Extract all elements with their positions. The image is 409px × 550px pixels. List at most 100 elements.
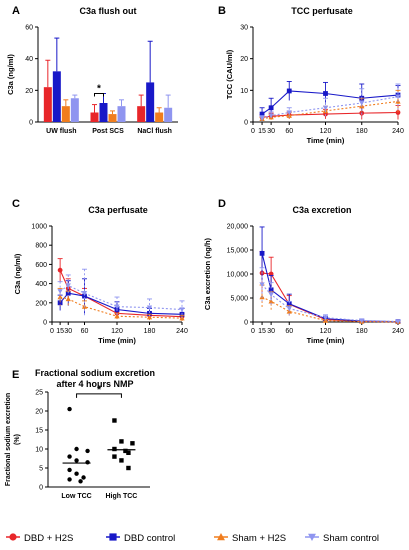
panel-letter: C	[12, 198, 20, 210]
legend-label: Sham + H2S	[232, 533, 286, 544]
data-point	[323, 91, 328, 96]
legend: DBD + H2S DBD control Sham + H2S Sham contr…	[6, 533, 379, 544]
data-point	[259, 111, 265, 117]
x-category-label: NaCl flush	[137, 128, 172, 135]
data-point	[268, 292, 274, 298]
series-sham-control	[259, 267, 401, 325]
series-dbd-h2s	[259, 250, 401, 325]
data-point	[395, 110, 401, 115]
bar	[146, 82, 155, 122]
x-category-label: Low TCC	[61, 493, 91, 500]
y-tick-label: 25	[35, 390, 43, 397]
series-dbd-control	[259, 81, 401, 121]
series-dbd-control	[259, 226, 401, 325]
x-axis-label: Time (min)	[98, 336, 136, 345]
data-point	[57, 267, 63, 273]
chart-title-line-2: after 4 hours NMP	[56, 379, 133, 389]
y-tick-label: 20	[35, 409, 43, 416]
data-point	[359, 318, 365, 324]
x-tick-label: 0	[50, 328, 54, 335]
bar	[61, 106, 70, 122]
y-tick-label: 0	[29, 120, 33, 127]
x-axis-label: Time (min)	[307, 336, 345, 345]
y-tick-label: 5	[39, 466, 43, 473]
bar	[52, 71, 61, 122]
y-tick-label: 800	[35, 243, 47, 250]
x-tick-label: 120	[320, 128, 332, 135]
data-point	[286, 88, 292, 94]
data-point	[268, 105, 274, 111]
bar	[117, 106, 126, 122]
y-tick-label: 10	[240, 88, 248, 95]
chart-title: TCC perfusate	[291, 6, 353, 16]
y-tick-label: 20	[25, 88, 33, 95]
data-point	[81, 475, 86, 480]
data-point	[286, 113, 292, 118]
data-point	[57, 294, 63, 300]
x-tick-label: 15	[258, 128, 266, 135]
data-point	[119, 458, 124, 463]
data-point	[286, 301, 292, 307]
data-point	[65, 296, 71, 302]
legend-item: DBD control	[106, 533, 175, 544]
data-point	[78, 479, 83, 484]
series-line	[261, 100, 399, 120]
legend-label: Sham control	[323, 533, 379, 544]
y-tick-label: 600	[35, 262, 47, 269]
panel-letter: B	[218, 5, 226, 17]
legend-marker	[308, 533, 316, 541]
data-point	[85, 460, 90, 465]
y-tick-label: 15,000	[227, 248, 249, 255]
data-point	[126, 450, 131, 455]
y-axis-label: C3a (ng/ml)	[13, 253, 22, 294]
x-tick-label: 120	[320, 328, 332, 335]
data-point	[259, 250, 265, 256]
series-sham-control	[57, 268, 185, 319]
y-tick-label: 10,000	[227, 272, 249, 279]
x-tick-label: 180	[356, 128, 368, 135]
data-point	[119, 439, 124, 444]
chart-title: C3a flush out	[79, 6, 136, 16]
x-tick-label: 0	[251, 128, 255, 135]
legend-item: Sham control	[305, 533, 379, 544]
data-point	[322, 315, 329, 321]
x-category-label: UW flush	[46, 128, 76, 135]
series-line	[261, 296, 399, 323]
y-tick-label: 0	[39, 485, 43, 492]
y-tick-label: 30	[240, 25, 248, 32]
x-tick-label: 60	[81, 328, 89, 335]
y-tick-label: 20	[240, 56, 248, 63]
data-point	[395, 319, 401, 325]
significance-star: *	[97, 384, 102, 396]
data-point	[114, 313, 120, 319]
data-point	[85, 448, 90, 454]
data-point	[81, 291, 88, 296]
legend-label: DBD + H2S	[24, 533, 73, 544]
data-point	[74, 446, 79, 452]
y-tick-label: 0	[244, 120, 248, 127]
data-point	[74, 471, 79, 476]
bar	[99, 103, 108, 122]
x-axis-label: Time (min)	[307, 136, 345, 145]
legend-label: DBD control	[124, 533, 175, 544]
x-category-label: High TCC	[105, 493, 137, 500]
data-point	[123, 448, 128, 454]
data-point	[130, 441, 135, 446]
legend-marker	[109, 533, 117, 541]
y-axis-label-line-1: Fractional sodium excretion	[5, 393, 12, 486]
data-point	[114, 304, 120, 310]
data-point	[322, 105, 329, 111]
data-point	[67, 477, 72, 482]
data-point	[67, 406, 72, 412]
data-point	[268, 298, 274, 304]
data-point	[395, 94, 401, 100]
series-sham-control	[259, 83, 401, 121]
x-tick-label: 120	[111, 328, 123, 335]
x-tick-label: 240	[176, 328, 188, 335]
y-tick-label: 0	[43, 320, 47, 327]
y-tick-label: 200	[35, 300, 47, 307]
